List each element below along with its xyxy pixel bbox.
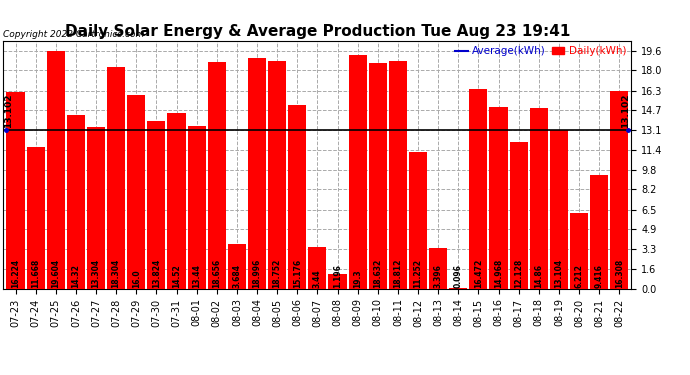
Text: 6.212: 6.212 <box>575 264 584 288</box>
Bar <box>489 107 508 289</box>
Text: 18.632: 18.632 <box>373 258 382 288</box>
Bar <box>348 55 366 289</box>
Bar <box>27 147 45 289</box>
Text: 18.752: 18.752 <box>273 258 282 288</box>
Text: 18.996: 18.996 <box>253 258 262 288</box>
Text: 3.684: 3.684 <box>233 264 241 288</box>
Bar <box>208 62 226 289</box>
Bar <box>87 128 105 289</box>
Bar <box>228 244 246 289</box>
Bar <box>47 51 65 289</box>
Bar <box>429 248 447 289</box>
Bar <box>550 130 568 289</box>
Bar <box>148 121 166 289</box>
Bar <box>308 247 326 289</box>
Text: 16.0: 16.0 <box>132 269 141 288</box>
Bar <box>248 58 266 289</box>
Text: 13.824: 13.824 <box>152 258 161 288</box>
Bar <box>570 213 588 289</box>
Text: 19.604: 19.604 <box>51 258 60 288</box>
Bar <box>510 142 528 289</box>
Bar <box>610 91 629 289</box>
Text: 14.968: 14.968 <box>494 258 503 288</box>
Text: 19.3: 19.3 <box>353 269 362 288</box>
Text: 18.656: 18.656 <box>213 258 221 288</box>
Bar <box>6 92 25 289</box>
Text: 13.102: 13.102 <box>621 93 631 128</box>
Text: 3.44: 3.44 <box>313 269 322 288</box>
Text: 14.86: 14.86 <box>534 264 543 288</box>
Text: 15.176: 15.176 <box>293 258 302 288</box>
Bar <box>389 60 407 289</box>
Bar <box>530 108 548 289</box>
Text: 13.104: 13.104 <box>554 258 564 288</box>
Text: 16.224: 16.224 <box>11 258 20 288</box>
Bar <box>590 174 608 289</box>
Text: 13.304: 13.304 <box>92 258 101 288</box>
Text: 16.308: 16.308 <box>615 258 624 288</box>
Text: 9.416: 9.416 <box>595 264 604 288</box>
Text: 3.396: 3.396 <box>433 264 443 288</box>
Legend: Average(kWh), Daily(kWh): Average(kWh), Daily(kWh) <box>455 46 626 57</box>
Bar <box>127 94 146 289</box>
Text: 16.472: 16.472 <box>474 258 483 288</box>
Title: Daily Solar Energy & Average Production Tue Aug 23 19:41: Daily Solar Energy & Average Production … <box>65 24 570 39</box>
Bar <box>168 112 186 289</box>
Bar <box>469 89 487 289</box>
Bar <box>268 61 286 289</box>
Text: 13.44: 13.44 <box>192 264 201 288</box>
Text: 14.52: 14.52 <box>172 264 181 288</box>
Text: 11.668: 11.668 <box>31 258 40 288</box>
Text: 18.304: 18.304 <box>112 258 121 288</box>
Text: 0.096: 0.096 <box>454 264 463 288</box>
Text: 18.812: 18.812 <box>393 258 402 288</box>
Bar <box>107 67 125 289</box>
Bar <box>67 115 85 289</box>
Text: 13.102: 13.102 <box>4 93 14 128</box>
Bar <box>288 105 306 289</box>
Text: 11.252: 11.252 <box>413 258 422 288</box>
Text: 12.128: 12.128 <box>514 258 523 288</box>
Text: 1.196: 1.196 <box>333 264 342 288</box>
Bar <box>449 288 467 289</box>
Text: 14.32: 14.32 <box>71 264 81 288</box>
Bar <box>409 152 427 289</box>
Bar <box>368 63 387 289</box>
Bar <box>328 274 346 289</box>
Bar <box>188 126 206 289</box>
Text: Copyright 2022 Cartronics.com: Copyright 2022 Cartronics.com <box>3 30 145 39</box>
